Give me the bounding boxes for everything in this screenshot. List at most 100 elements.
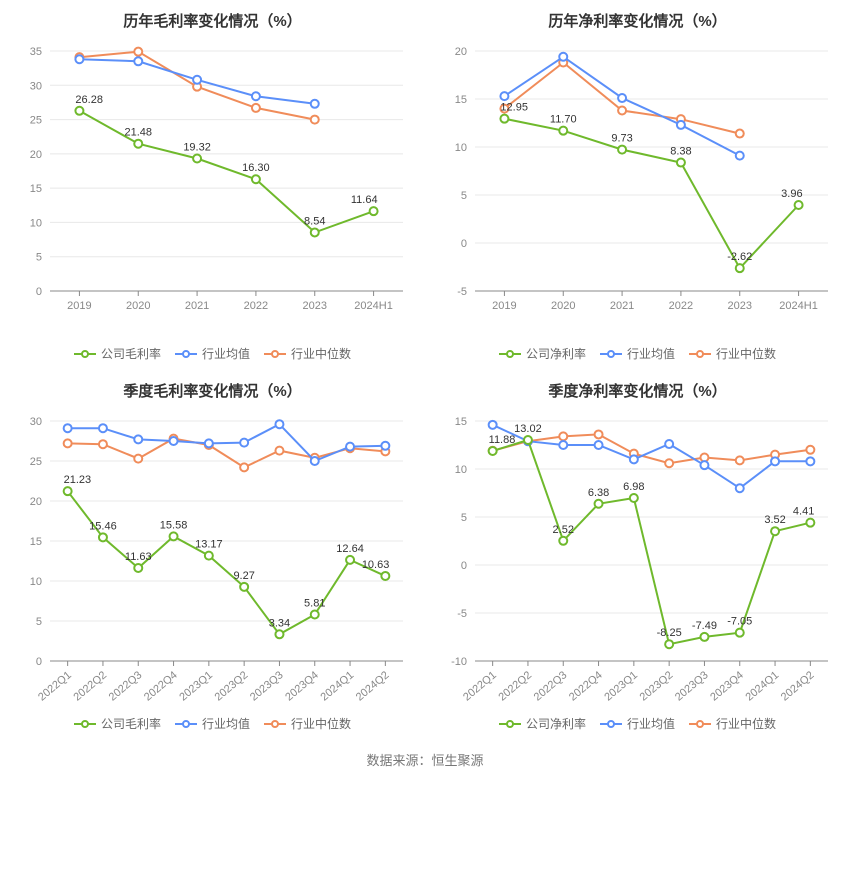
svg-text:2023: 2023 [303, 300, 327, 312]
svg-text:2023Q2: 2023Q2 [638, 669, 676, 703]
legend-item[interactable]: 公司毛利率 [74, 715, 161, 732]
svg-text:2023Q3: 2023Q3 [673, 669, 711, 703]
svg-text:20: 20 [30, 496, 42, 508]
svg-text:-10: -10 [451, 656, 467, 668]
svg-text:2020: 2020 [126, 300, 150, 312]
chart-area: 0510152025302022Q12022Q22022Q32022Q42023… [8, 409, 417, 709]
legend-quarter_gross: 公司毛利率 行业均值 行业中位数 [8, 715, 417, 732]
svg-text:5: 5 [461, 512, 467, 524]
svg-text:30: 30 [30, 80, 42, 92]
svg-text:2022Q4: 2022Q4 [142, 669, 180, 703]
svg-text:30: 30 [30, 416, 42, 428]
legend-item[interactable]: 行业中位数 [689, 345, 776, 362]
legend-item[interactable]: 行业均值 [600, 345, 675, 362]
svg-text:2024Q1: 2024Q1 [744, 669, 782, 703]
svg-text:2022Q1: 2022Q1 [461, 669, 499, 703]
svg-text:15.58: 15.58 [160, 519, 188, 531]
svg-text:13.02: 13.02 [514, 423, 542, 435]
svg-text:15: 15 [30, 536, 42, 548]
svg-text:2024H1: 2024H1 [354, 300, 393, 312]
svg-text:10.63: 10.63 [362, 559, 390, 571]
svg-text:0: 0 [461, 238, 467, 250]
legend-item[interactable]: 行业均值 [175, 345, 250, 362]
svg-text:2024Q2: 2024Q2 [779, 669, 817, 703]
legend-item[interactable]: 公司毛利率 [74, 345, 161, 362]
legend-label: 公司毛利率 [101, 345, 161, 362]
svg-text:3.34: 3.34 [269, 617, 290, 629]
svg-text:2023Q2: 2023Q2 [213, 669, 251, 703]
legend-label: 行业中位数 [716, 345, 776, 362]
svg-text:0: 0 [36, 286, 42, 298]
svg-text:6.98: 6.98 [623, 481, 644, 493]
legend-item[interactable]: 公司净利率 [499, 345, 586, 362]
svg-text:16.30: 16.30 [242, 162, 270, 174]
svg-text:26.28: 26.28 [75, 94, 103, 106]
legend-label: 行业中位数 [291, 715, 351, 732]
svg-text:2022Q3: 2022Q3 [532, 669, 570, 703]
svg-text:2024H1: 2024H1 [779, 300, 818, 312]
svg-text:10: 10 [30, 217, 42, 229]
legend-swatch-icon [499, 718, 521, 730]
svg-text:25: 25 [30, 115, 42, 127]
svg-text:2019: 2019 [67, 300, 91, 312]
svg-text:-7.49: -7.49 [692, 620, 717, 632]
svg-text:2022Q2: 2022Q2 [71, 669, 109, 703]
legend-swatch-icon [600, 718, 622, 730]
legend-swatch-icon [264, 718, 286, 730]
panel-title: 季度净利率变化情况（%） [433, 380, 842, 401]
legend-label: 行业均值 [202, 715, 250, 732]
svg-text:3.52: 3.52 [764, 514, 785, 526]
legend-annual_gross: 公司毛利率 行业均值 行业中位数 [8, 345, 417, 362]
data-source-label: 数据来源：恒生聚源 [0, 740, 850, 785]
panel-quarter_gross: 季度毛利率变化情况（%）0510152025302022Q12022Q22022… [0, 370, 425, 740]
svg-text:-5: -5 [457, 608, 467, 620]
svg-text:0: 0 [461, 560, 467, 572]
svg-text:2023Q1: 2023Q1 [602, 669, 640, 703]
svg-text:0: 0 [36, 656, 42, 668]
legend-item[interactable]: 公司净利率 [499, 715, 586, 732]
svg-text:15.46: 15.46 [89, 520, 117, 532]
panel-quarter_net: 季度净利率变化情况（%）-10-50510152022Q12022Q22022Q… [425, 370, 850, 740]
svg-text:-5: -5 [457, 286, 467, 298]
legend-swatch-icon [74, 718, 96, 730]
svg-text:10: 10 [455, 464, 467, 476]
legend-item[interactable]: 行业中位数 [264, 715, 351, 732]
chart-area: -505101520201920202021202220232024H112.9… [433, 39, 842, 339]
svg-text:2019: 2019 [492, 300, 516, 312]
svg-text:2021: 2021 [610, 300, 634, 312]
svg-text:5: 5 [461, 190, 467, 202]
legend-label: 行业中位数 [291, 345, 351, 362]
chart-annual_gross: 05101520253035201920202021202220232024H1… [8, 39, 417, 339]
legend-label: 公司净利率 [526, 345, 586, 362]
legend-label: 公司毛利率 [101, 715, 161, 732]
svg-text:11.88: 11.88 [489, 434, 516, 446]
legend-swatch-icon [264, 348, 286, 360]
svg-text:2022Q1: 2022Q1 [36, 669, 74, 703]
svg-text:2023: 2023 [728, 300, 752, 312]
svg-text:5: 5 [36, 616, 42, 628]
svg-text:-2.62: -2.62 [727, 251, 752, 263]
svg-text:21.48: 21.48 [124, 127, 152, 139]
svg-text:2022Q2: 2022Q2 [496, 669, 534, 703]
svg-text:10: 10 [455, 142, 467, 154]
svg-text:13.17: 13.17 [195, 539, 223, 551]
svg-text:4.41: 4.41 [793, 506, 814, 518]
svg-text:11.63: 11.63 [125, 551, 152, 563]
chart-annual_net: -505101520201920202021202220232024H112.9… [433, 39, 842, 339]
legend-item[interactable]: 行业中位数 [264, 345, 351, 362]
svg-text:2022: 2022 [669, 300, 693, 312]
svg-text:2021: 2021 [185, 300, 209, 312]
chart-area: 05101520253035201920202021202220232024H1… [8, 39, 417, 339]
svg-text:-8.25: -8.25 [657, 627, 682, 639]
legend-item[interactable]: 行业中位数 [689, 715, 776, 732]
panel-annual_gross: 历年毛利率变化情况（%）0510152025303520192020202120… [0, 0, 425, 370]
legend-item[interactable]: 行业均值 [175, 715, 250, 732]
chart-quarter_net: -10-50510152022Q12022Q22022Q32022Q42023Q… [433, 409, 842, 709]
legend-label: 行业中位数 [716, 715, 776, 732]
legend-swatch-icon [689, 348, 711, 360]
legend-item[interactable]: 行业均值 [600, 715, 675, 732]
legend-annual_net: 公司净利率行业均值 行业中位数 [433, 345, 842, 362]
legend-label: 行业均值 [202, 345, 250, 362]
svg-text:11.64: 11.64 [351, 194, 378, 206]
svg-text:15: 15 [455, 94, 467, 106]
